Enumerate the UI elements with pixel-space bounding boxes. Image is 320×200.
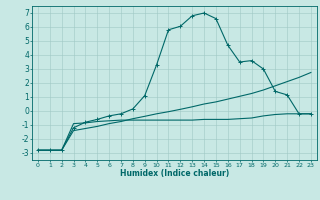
X-axis label: Humidex (Indice chaleur): Humidex (Indice chaleur) [120, 169, 229, 178]
